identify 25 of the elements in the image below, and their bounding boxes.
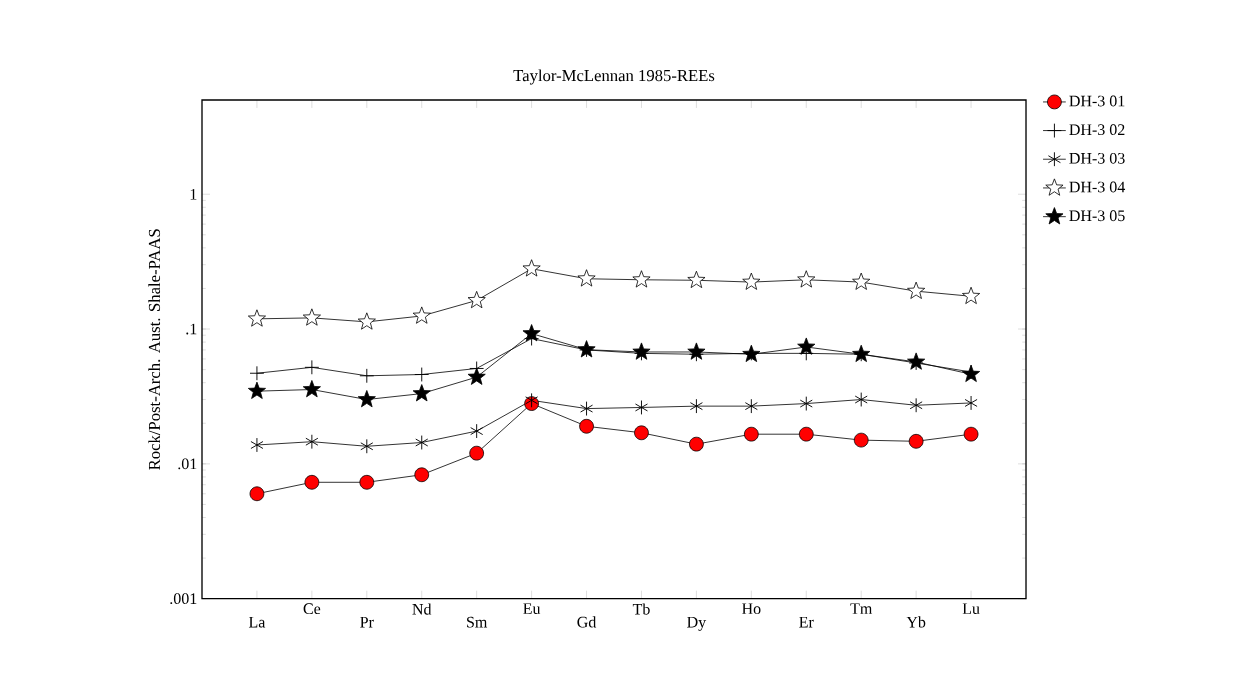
x-tick-label: Yb bbox=[906, 616, 926, 628]
y-tick-label: .1 bbox=[186, 323, 197, 335]
legend-label: DH-3 04 bbox=[1069, 181, 1126, 193]
y-tick-label: .001 bbox=[170, 593, 197, 605]
x-tick-label: Ce bbox=[303, 603, 321, 615]
y-tick-label: 1 bbox=[190, 188, 197, 200]
legend-label: DH-3 02 bbox=[1069, 124, 1125, 136]
x-tick-label: Dy bbox=[687, 616, 707, 631]
x-tick-label: Nd bbox=[412, 603, 432, 615]
x-tick-label: Pr bbox=[360, 616, 374, 628]
chart-title: Taylor-McLennan 1985-REEs bbox=[513, 69, 715, 85]
x-tick-label: Eu bbox=[523, 603, 541, 615]
legend-label: DH-3 01 bbox=[1069, 95, 1125, 107]
x-tick-label: Er bbox=[799, 616, 814, 628]
legend-label: DH-3 03 bbox=[1069, 152, 1125, 164]
x-tick-label: Ho bbox=[742, 603, 761, 615]
x-tick-label: Tb bbox=[632, 603, 650, 615]
legend-label: DH-3 05 bbox=[1069, 210, 1125, 222]
y-axis-title: Rock/Post-Arch. Aust. Shale-PAAS bbox=[148, 229, 161, 470]
x-tick-label: Sm bbox=[467, 616, 488, 628]
x-tick-label: La bbox=[248, 616, 266, 628]
x-tick-label: Lu bbox=[962, 603, 980, 615]
x-tick-label: Tm bbox=[850, 603, 873, 614]
y-tick-label: .01 bbox=[178, 458, 197, 470]
x-tick-label: Gd bbox=[577, 616, 597, 628]
